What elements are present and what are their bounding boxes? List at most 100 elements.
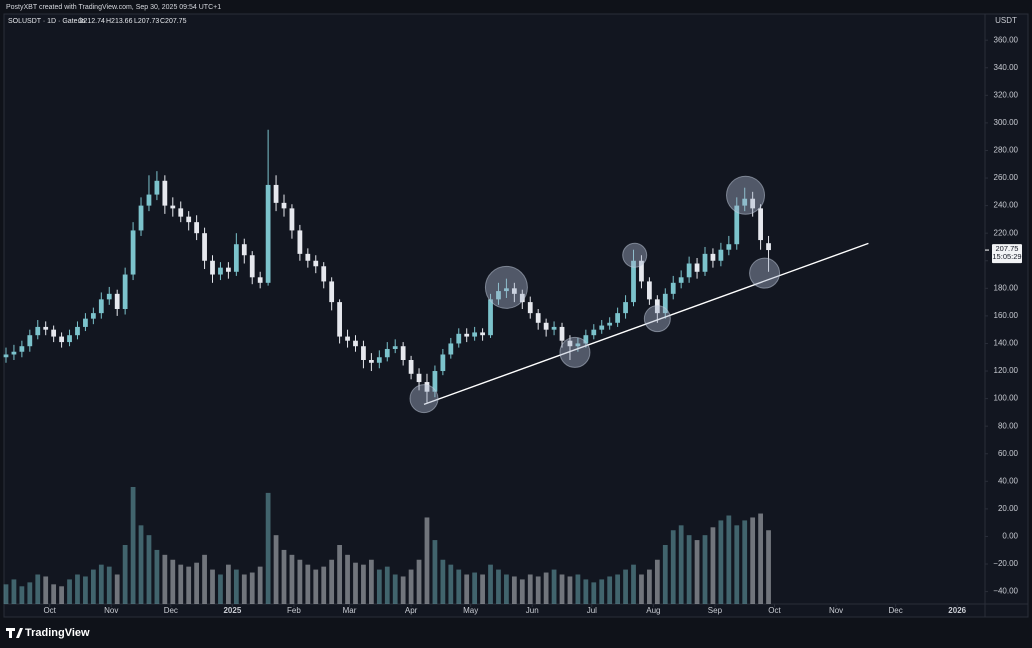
volume-bar <box>742 520 748 604</box>
candle-body <box>51 329 57 337</box>
volume-bar <box>615 574 621 604</box>
volume-bar <box>607 576 613 604</box>
volume-bar <box>106 566 112 604</box>
volume-bar <box>218 574 223 604</box>
candle-body <box>376 357 382 363</box>
volume-bar <box>472 572 478 604</box>
volume-bar <box>241 574 247 604</box>
candle-body <box>43 326 49 330</box>
volume-bar <box>273 535 279 604</box>
y-tick-label: 340.00 <box>994 63 1019 72</box>
candle-body <box>11 351 17 355</box>
candle-body <box>631 260 636 303</box>
candle-body <box>678 277 684 283</box>
y-tick-label: 360.00 <box>994 35 1019 44</box>
candle-body <box>583 335 589 344</box>
highlight-circle <box>622 242 648 268</box>
candle-body <box>162 180 168 206</box>
volume-bar <box>249 572 255 604</box>
y-tick-label: 100.00 <box>994 394 1019 403</box>
volume-bar <box>146 535 152 604</box>
candle-body <box>647 281 652 300</box>
candle-body <box>273 184 279 203</box>
volume-bar <box>559 574 565 604</box>
candle-body <box>75 326 80 336</box>
y-tick-label: 20.00 <box>998 504 1019 513</box>
volume-bar <box>504 574 509 604</box>
trendline <box>423 242 869 406</box>
header: PostyXBT created with TradingView.com, S… <box>6 4 221 11</box>
candle-body <box>27 335 33 347</box>
volume-bar <box>480 574 485 604</box>
volume-bar <box>456 569 462 604</box>
candle-body <box>130 230 136 275</box>
candle-body <box>392 346 398 349</box>
candle-body <box>543 322 549 330</box>
candle-body <box>106 293 112 300</box>
volume-bar <box>3 584 9 604</box>
x-tick-label: Mar <box>343 606 357 615</box>
candle-body <box>194 222 200 234</box>
candle-body <box>758 208 763 241</box>
volume-bar <box>90 569 96 604</box>
candle-body <box>742 198 748 206</box>
candle-body <box>575 343 581 347</box>
candle-body <box>551 326 557 330</box>
candle-body <box>662 293 668 314</box>
legend: SOLUSDT · 1D · Gate.io O212.74 H213.66 L… <box>8 18 187 25</box>
volume-bar <box>59 586 64 604</box>
volume-bar <box>662 545 668 604</box>
volume-bar <box>353 562 358 604</box>
x-tick-label: 2025 <box>223 606 241 615</box>
volume-bar <box>154 549 160 604</box>
x-tick-label: Dec <box>889 606 903 615</box>
candle-body <box>361 346 366 361</box>
highlight-circle <box>409 384 439 414</box>
countdown: 15:05:29 <box>992 252 1021 261</box>
candle-body <box>19 346 25 352</box>
candle-body <box>654 299 660 314</box>
candle-body <box>424 382 430 392</box>
volume-bar <box>226 564 231 604</box>
volume-bar <box>297 559 303 604</box>
y-tick-label: −40.00 <box>993 587 1018 596</box>
y-tick-label: 280.00 <box>994 146 1019 155</box>
candle-body <box>496 291 501 300</box>
volume-bar <box>321 566 327 604</box>
candle-body <box>90 313 96 319</box>
candle-body <box>122 274 128 309</box>
x-tick-label: Nov <box>104 606 118 615</box>
candle-body <box>527 302 533 314</box>
volume-bar <box>496 569 501 604</box>
y-tick-label: 320.00 <box>994 90 1019 99</box>
volume-bar <box>67 579 72 604</box>
candle-body <box>265 184 271 283</box>
y-tick-label: 240.00 <box>994 201 1019 210</box>
candle-body <box>337 302 342 337</box>
y-tick-label: 140.00 <box>994 339 1019 348</box>
candle-body <box>114 293 120 309</box>
volume-bar <box>694 540 700 604</box>
volume-bar <box>27 582 33 604</box>
candle-body <box>480 332 485 336</box>
volume-bar <box>623 569 628 604</box>
y-tick-label: 60.00 <box>998 449 1019 458</box>
candle-body <box>281 202 287 209</box>
last-price-box <box>992 244 1022 264</box>
candle-body <box>59 336 64 343</box>
volume-bar <box>416 559 422 604</box>
volume-bar <box>345 554 350 604</box>
x-tick-label: Feb <box>287 606 301 615</box>
y-tick-label: 300.00 <box>994 118 1019 127</box>
candle-body <box>504 288 509 292</box>
candle-body <box>591 329 597 336</box>
volume-bar <box>766 530 771 604</box>
volume-bar <box>567 576 573 604</box>
x-tick-label: 2026 <box>948 606 966 615</box>
volume-bar <box>194 562 200 604</box>
candle-body <box>519 293 525 303</box>
volume-bar <box>329 559 335 604</box>
volume-bar <box>734 525 740 604</box>
candle-body <box>440 354 446 372</box>
candle-body <box>305 253 311 261</box>
